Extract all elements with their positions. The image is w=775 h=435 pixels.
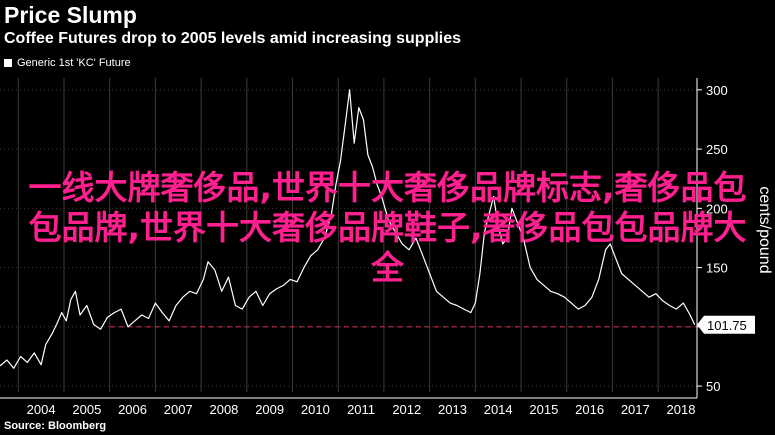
x-tick-label: 2014 — [484, 402, 513, 417]
grid-layer — [0, 78, 697, 392]
chart-title: Price Slump — [4, 2, 137, 28]
x-tick-label: 2005 — [72, 402, 101, 417]
last-value-label: 101.75 — [707, 318, 747, 333]
x-tick-label: 2018 — [667, 402, 696, 417]
legend-swatch — [4, 59, 12, 67]
chart-subtitle: Coffee Futures drop to 2005 levels amid … — [4, 30, 462, 47]
x-tick-label: 2012 — [392, 402, 421, 417]
series-layer — [0, 89, 696, 369]
y-axis: 50 150 200 250 300 101.75 — [696, 78, 755, 398]
x-tick-label: 2016 — [575, 402, 604, 417]
series-line — [0, 89, 696, 369]
y-tick-label: 150 — [706, 261, 728, 276]
y-tick-label: 300 — [706, 83, 728, 98]
x-tick-label: 2008 — [209, 402, 238, 417]
x-tick-label: 2004 — [27, 402, 56, 417]
y-tick-label: 50 — [706, 379, 720, 394]
overlay-text-content: 一线大牌奢侈品,世界十大奢侈品牌标志,奢侈品包包品牌,世界十大奢侈品牌鞋子,奢侈… — [28, 168, 747, 287]
overlay-text: 一线大牌奢侈品,世界十大奢侈品牌标志,奢侈品包包品牌,世界十大奢侈品牌鞋子,奢侈… — [0, 168, 775, 288]
legend-label: Generic 1st 'KC' Future — [17, 57, 131, 69]
x-tick-label: 2009 — [255, 402, 284, 417]
x-tick-label: 2013 — [438, 402, 467, 417]
y-tick-label: 250 — [706, 142, 728, 157]
x-tick-label: 2006 — [118, 402, 147, 417]
x-tick-label: 2015 — [529, 402, 558, 417]
y-tick-label: 200 — [706, 201, 728, 216]
last-value-box — [697, 315, 755, 334]
legend: Generic 1st 'KC' Future — [4, 57, 131, 69]
x-tick-label: 2010 — [301, 402, 330, 417]
last-value-marker: 101.75 — [697, 315, 755, 334]
source-note: Source: Bloomberg — [4, 420, 107, 432]
x-tick-label: 2017 — [621, 402, 650, 417]
x-axis: 2004 2005 2006 2007 2008 2009 2010 2011 2012 2013… — [0, 397, 697, 417]
x-tick-label: 2011 — [347, 402, 375, 417]
y-axis-label: cents/pound — [756, 186, 773, 273]
x-tick-label: 2007 — [164, 402, 193, 417]
